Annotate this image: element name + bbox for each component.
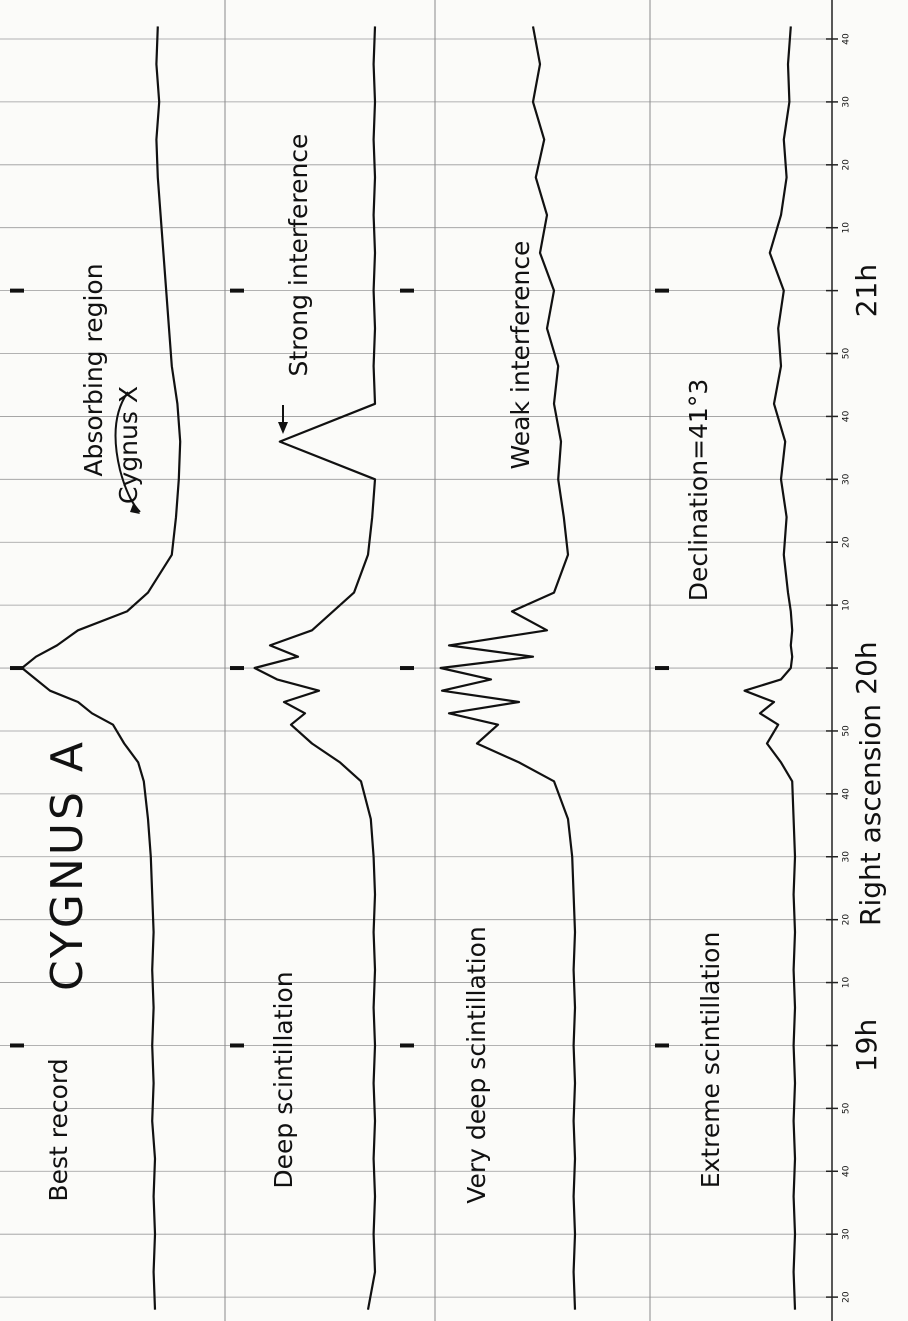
- x-tick-label: 30: [842, 851, 852, 863]
- chart-title: CYGNUS A: [42, 739, 93, 991]
- x-tick-label: 19h: [850, 1019, 883, 1072]
- chart: 20 30 40 50 19h 10 20 30 40 50 20h 10 20 30 40 50 21h 10 2…: [0, 0, 908, 1321]
- annotation: Absorbing region: [79, 263, 108, 476]
- annotation: Declination=41°3: [684, 379, 713, 602]
- trace-label: Deep scintillation: [269, 971, 298, 1188]
- x-tick-label: 30: [842, 473, 852, 485]
- x-tick-label: 20: [842, 1291, 852, 1303]
- x-tick-label: 30: [842, 96, 852, 108]
- x-tick-label: 50: [842, 348, 852, 360]
- x-tick-label: 21h: [850, 264, 883, 317]
- x-tick-label: 20: [842, 159, 852, 171]
- x-axis-label: Right ascension: [854, 704, 887, 926]
- x-tick-label: 20h: [850, 641, 883, 694]
- x-tick-label: 10: [842, 977, 852, 989]
- paper: [0, 0, 908, 1321]
- trace-label: Very deep scintillation: [462, 926, 491, 1203]
- x-tick-label: 40: [842, 410, 852, 422]
- annotation: Strong interference: [284, 134, 313, 377]
- annotation: Cygnus X: [114, 386, 143, 504]
- x-tick-label: 40: [842, 33, 852, 45]
- x-tick-label: 20: [842, 536, 852, 548]
- x-tick-label: 40: [842, 788, 852, 800]
- trace-label: Extreme scintillation: [696, 932, 725, 1189]
- trace-label: Best record: [44, 1058, 73, 1201]
- x-tick-label: 10: [842, 222, 852, 234]
- x-tick-label: 20: [842, 914, 852, 926]
- x-tick-label: 30: [842, 1228, 852, 1240]
- annotation: Weak interference: [506, 241, 535, 470]
- x-tick-label: 40: [842, 1165, 852, 1177]
- x-tick-label: 50: [842, 1102, 852, 1114]
- x-tick-label: 50: [842, 725, 852, 737]
- x-tick-label: 10: [842, 599, 852, 611]
